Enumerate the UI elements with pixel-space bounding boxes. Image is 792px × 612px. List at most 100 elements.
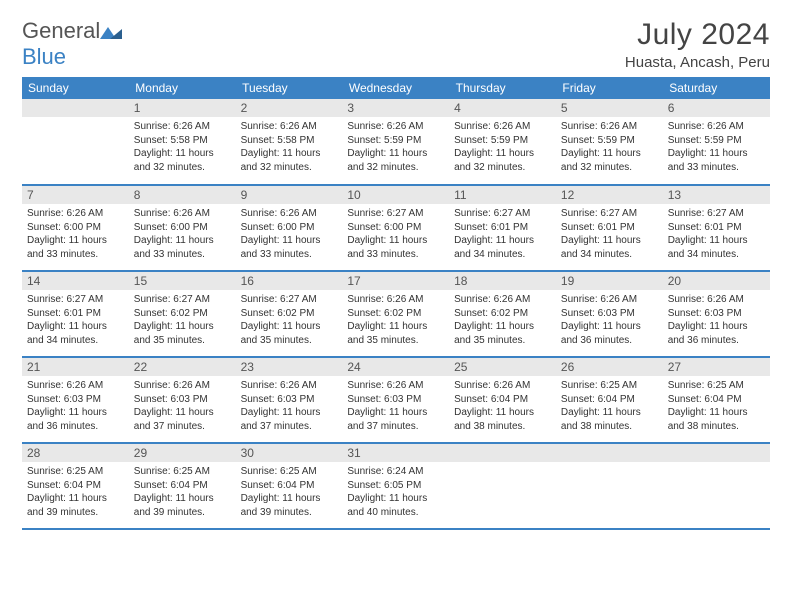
calendar-cell: 9Sunrise: 6:26 AMSunset: 6:00 PMDaylight…: [236, 185, 343, 271]
day-content: Sunrise: 6:26 AMSunset: 5:58 PMDaylight:…: [129, 117, 236, 178]
day-number-empty: [449, 444, 556, 462]
day-number: 26: [556, 358, 663, 376]
day-number: 30: [236, 444, 343, 462]
weekday-header: Saturday: [663, 77, 770, 99]
day-content: Sunrise: 6:26 AMSunset: 5:59 PMDaylight:…: [342, 117, 449, 178]
calendar-cell: 6Sunrise: 6:26 AMSunset: 5:59 PMDaylight…: [663, 99, 770, 185]
calendar-cell: 20Sunrise: 6:26 AMSunset: 6:03 PMDayligh…: [663, 271, 770, 357]
day-number: 10: [342, 186, 449, 204]
calendar-cell: [22, 99, 129, 185]
calendar-cell: 25Sunrise: 6:26 AMSunset: 6:04 PMDayligh…: [449, 357, 556, 443]
day-number: 16: [236, 272, 343, 290]
calendar-cell: 4Sunrise: 6:26 AMSunset: 5:59 PMDaylight…: [449, 99, 556, 185]
day-content: Sunrise: 6:26 AMSunset: 6:00 PMDaylight:…: [129, 204, 236, 265]
day-number: 21: [22, 358, 129, 376]
day-content: Sunrise: 6:26 AMSunset: 6:02 PMDaylight:…: [449, 290, 556, 351]
day-content: Sunrise: 6:26 AMSunset: 5:59 PMDaylight:…: [556, 117, 663, 178]
day-content: Sunrise: 6:26 AMSunset: 6:00 PMDaylight:…: [22, 204, 129, 265]
location: Huasta, Ancash, Peru: [625, 54, 770, 71]
title-block: July 2024 Huasta, Ancash, Peru: [625, 18, 770, 71]
day-number: 29: [129, 444, 236, 462]
weekday-header: Friday: [556, 77, 663, 99]
day-number: 6: [663, 99, 770, 117]
day-number: 12: [556, 186, 663, 204]
weekday-header: Sunday: [22, 77, 129, 99]
calendar-cell: 19Sunrise: 6:26 AMSunset: 6:03 PMDayligh…: [556, 271, 663, 357]
day-content: Sunrise: 6:26 AMSunset: 6:03 PMDaylight:…: [556, 290, 663, 351]
calendar-cell: 14Sunrise: 6:27 AMSunset: 6:01 PMDayligh…: [22, 271, 129, 357]
page-title: July 2024: [625, 18, 770, 52]
calendar-cell: 2Sunrise: 6:26 AMSunset: 5:58 PMDaylight…: [236, 99, 343, 185]
weekday-header: Tuesday: [236, 77, 343, 99]
day-number: 31: [342, 444, 449, 462]
day-content: Sunrise: 6:26 AMSunset: 5:59 PMDaylight:…: [449, 117, 556, 178]
day-number: 8: [129, 186, 236, 204]
calendar-cell: 23Sunrise: 6:26 AMSunset: 6:03 PMDayligh…: [236, 357, 343, 443]
day-content: Sunrise: 6:26 AMSunset: 6:00 PMDaylight:…: [236, 204, 343, 265]
calendar-table: SundayMondayTuesdayWednesdayThursdayFrid…: [22, 77, 770, 530]
day-number: 1: [129, 99, 236, 117]
day-content: Sunrise: 6:26 AMSunset: 6:03 PMDaylight:…: [342, 376, 449, 437]
weekday-header: Monday: [129, 77, 236, 99]
day-number: 4: [449, 99, 556, 117]
calendar-row: 14Sunrise: 6:27 AMSunset: 6:01 PMDayligh…: [22, 271, 770, 357]
calendar-cell: 17Sunrise: 6:26 AMSunset: 6:02 PMDayligh…: [342, 271, 449, 357]
day-number: 13: [663, 186, 770, 204]
day-content: Sunrise: 6:27 AMSunset: 6:00 PMDaylight:…: [342, 204, 449, 265]
calendar-cell: 7Sunrise: 6:26 AMSunset: 6:00 PMDaylight…: [22, 185, 129, 271]
calendar-cell: 1Sunrise: 6:26 AMSunset: 5:58 PMDaylight…: [129, 99, 236, 185]
day-content: Sunrise: 6:26 AMSunset: 6:03 PMDaylight:…: [129, 376, 236, 437]
day-content: Sunrise: 6:25 AMSunset: 6:04 PMDaylight:…: [129, 462, 236, 523]
day-number: 14: [22, 272, 129, 290]
day-content: Sunrise: 6:25 AMSunset: 6:04 PMDaylight:…: [556, 376, 663, 437]
logo-part2: Blue: [22, 44, 66, 69]
calendar-cell: 26Sunrise: 6:25 AMSunset: 6:04 PMDayligh…: [556, 357, 663, 443]
calendar-cell: 10Sunrise: 6:27 AMSunset: 6:00 PMDayligh…: [342, 185, 449, 271]
calendar-cell: 11Sunrise: 6:27 AMSunset: 6:01 PMDayligh…: [449, 185, 556, 271]
calendar-cell: 22Sunrise: 6:26 AMSunset: 6:03 PMDayligh…: [129, 357, 236, 443]
day-number: 15: [129, 272, 236, 290]
calendar-cell: 28Sunrise: 6:25 AMSunset: 6:04 PMDayligh…: [22, 443, 129, 529]
day-number: 27: [663, 358, 770, 376]
day-content: Sunrise: 6:27 AMSunset: 6:02 PMDaylight:…: [236, 290, 343, 351]
day-content: Sunrise: 6:26 AMSunset: 6:03 PMDaylight:…: [236, 376, 343, 437]
day-content: Sunrise: 6:25 AMSunset: 6:04 PMDaylight:…: [663, 376, 770, 437]
calendar-cell: [663, 443, 770, 529]
calendar-cell: 8Sunrise: 6:26 AMSunset: 6:00 PMDaylight…: [129, 185, 236, 271]
logo: GeneralBlue: [22, 18, 122, 70]
day-number: 9: [236, 186, 343, 204]
calendar-row: 28Sunrise: 6:25 AMSunset: 6:04 PMDayligh…: [22, 443, 770, 529]
day-content: Sunrise: 6:26 AMSunset: 6:02 PMDaylight:…: [342, 290, 449, 351]
calendar-cell: 21Sunrise: 6:26 AMSunset: 6:03 PMDayligh…: [22, 357, 129, 443]
day-content: Sunrise: 6:25 AMSunset: 6:04 PMDaylight:…: [22, 462, 129, 523]
day-number: 2: [236, 99, 343, 117]
calendar-cell: [449, 443, 556, 529]
day-number: 11: [449, 186, 556, 204]
weekday-header: Wednesday: [342, 77, 449, 99]
weekday-header: Thursday: [449, 77, 556, 99]
day-content: Sunrise: 6:26 AMSunset: 6:03 PMDaylight:…: [22, 376, 129, 437]
day-content: Sunrise: 6:26 AMSunset: 6:03 PMDaylight:…: [663, 290, 770, 351]
calendar-cell: [556, 443, 663, 529]
day-content: Sunrise: 6:27 AMSunset: 6:01 PMDaylight:…: [663, 204, 770, 265]
header: GeneralBlue July 2024 Huasta, Ancash, Pe…: [22, 18, 770, 71]
day-number: 25: [449, 358, 556, 376]
calendar-cell: 18Sunrise: 6:26 AMSunset: 6:02 PMDayligh…: [449, 271, 556, 357]
calendar-row: 7Sunrise: 6:26 AMSunset: 6:00 PMDaylight…: [22, 185, 770, 271]
calendar-cell: 29Sunrise: 6:25 AMSunset: 6:04 PMDayligh…: [129, 443, 236, 529]
logo-part1: General: [22, 18, 100, 43]
weekday-row: SundayMondayTuesdayWednesdayThursdayFrid…: [22, 77, 770, 99]
day-number: 17: [342, 272, 449, 290]
calendar-cell: 31Sunrise: 6:24 AMSunset: 6:05 PMDayligh…: [342, 443, 449, 529]
day-content: Sunrise: 6:27 AMSunset: 6:01 PMDaylight:…: [449, 204, 556, 265]
day-content: Sunrise: 6:25 AMSunset: 6:04 PMDaylight:…: [236, 462, 343, 523]
day-number-empty: [22, 99, 129, 117]
day-number: 3: [342, 99, 449, 117]
day-number-empty: [663, 444, 770, 462]
day-content: Sunrise: 6:26 AMSunset: 6:04 PMDaylight:…: [449, 376, 556, 437]
day-number: 18: [449, 272, 556, 290]
calendar-cell: 30Sunrise: 6:25 AMSunset: 6:04 PMDayligh…: [236, 443, 343, 529]
day-content: Sunrise: 6:27 AMSunset: 6:02 PMDaylight:…: [129, 290, 236, 351]
day-content: Sunrise: 6:27 AMSunset: 6:01 PMDaylight:…: [556, 204, 663, 265]
calendar-cell: 13Sunrise: 6:27 AMSunset: 6:01 PMDayligh…: [663, 185, 770, 271]
